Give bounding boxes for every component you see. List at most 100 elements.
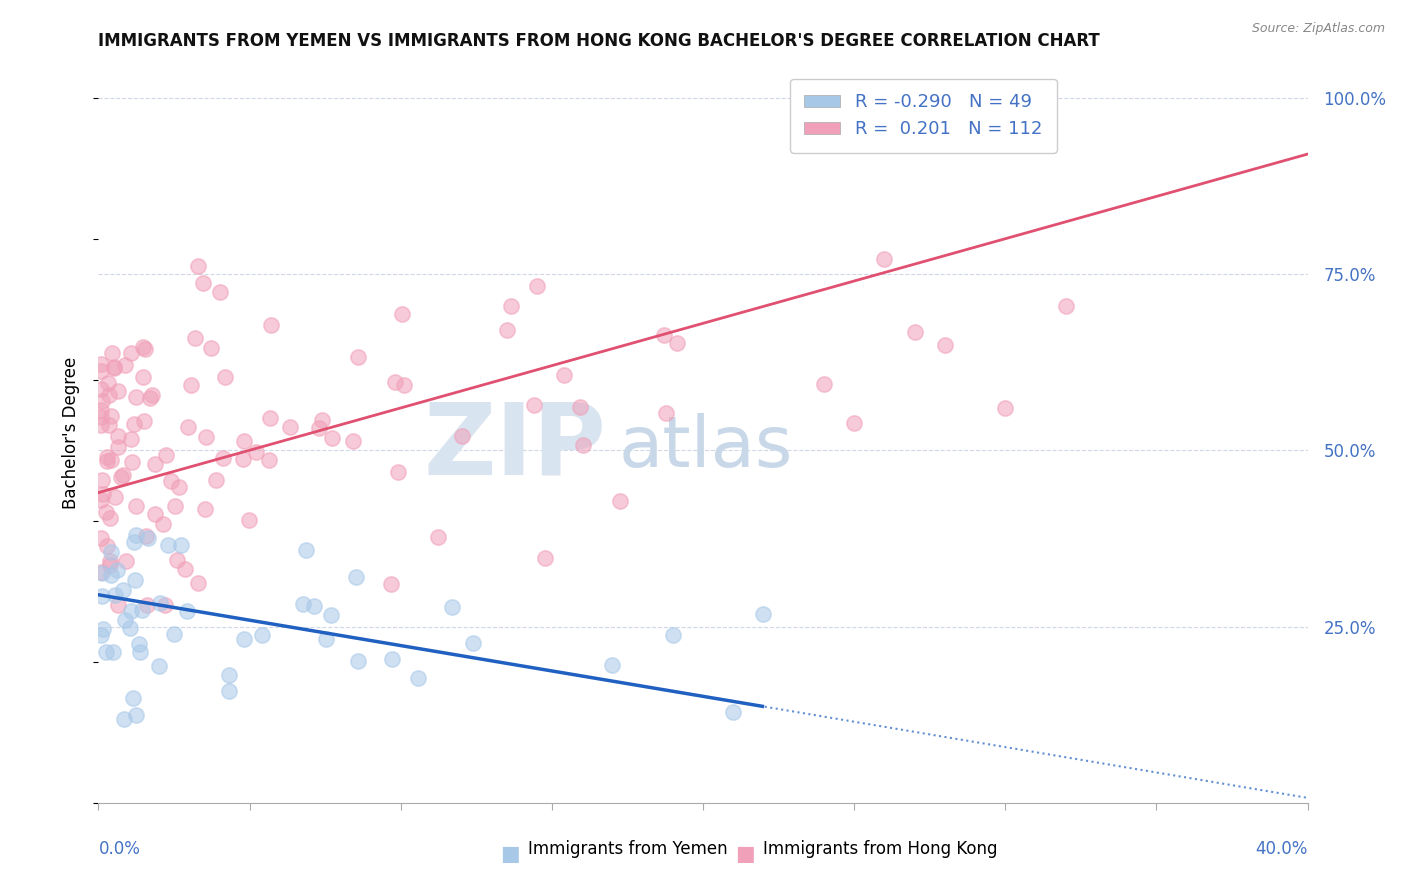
Point bbox=[232, 451, 254, 466]
Point bbox=[104, 490, 127, 504]
Point bbox=[654, 406, 676, 420]
Point bbox=[994, 401, 1017, 416]
Point bbox=[652, 328, 675, 343]
Point bbox=[176, 420, 198, 434]
Point bbox=[138, 531, 160, 545]
Point bbox=[91, 487, 114, 501]
Point bbox=[304, 599, 326, 614]
Point bbox=[96, 539, 118, 553]
Point bbox=[120, 346, 142, 360]
Point bbox=[91, 566, 114, 581]
Point bbox=[666, 336, 689, 351]
Point bbox=[139, 391, 162, 405]
Point bbox=[100, 345, 122, 359]
Point bbox=[394, 377, 416, 392]
Point bbox=[257, 452, 280, 467]
Point bbox=[124, 574, 146, 588]
Point bbox=[233, 632, 256, 646]
Point bbox=[406, 671, 429, 685]
Text: 0.0%: 0.0% bbox=[98, 840, 141, 858]
Point bbox=[496, 322, 519, 336]
Point bbox=[526, 278, 548, 293]
Point bbox=[100, 453, 122, 467]
Point bbox=[122, 417, 145, 431]
Point bbox=[165, 500, 187, 514]
Point bbox=[568, 400, 591, 414]
Point bbox=[291, 597, 314, 611]
Point bbox=[184, 331, 207, 345]
Point bbox=[125, 499, 148, 513]
Point bbox=[1054, 299, 1077, 313]
Point bbox=[90, 565, 112, 579]
Point bbox=[114, 359, 136, 373]
Point bbox=[238, 513, 260, 527]
Point bbox=[100, 545, 122, 559]
Point bbox=[609, 493, 631, 508]
Point bbox=[391, 307, 413, 321]
Point bbox=[125, 528, 148, 542]
Point bbox=[134, 342, 156, 356]
Point bbox=[451, 429, 474, 443]
Point bbox=[533, 551, 555, 566]
Point bbox=[191, 276, 214, 290]
Point bbox=[90, 382, 112, 396]
Point bbox=[134, 413, 156, 427]
Point bbox=[124, 390, 146, 404]
Point bbox=[176, 604, 198, 618]
Point bbox=[97, 376, 120, 390]
Point bbox=[200, 341, 222, 355]
Point bbox=[96, 453, 118, 467]
Point bbox=[166, 553, 188, 567]
Point bbox=[90, 493, 112, 508]
Point bbox=[121, 455, 143, 469]
Point bbox=[112, 583, 135, 598]
Point bbox=[90, 531, 112, 545]
Point bbox=[159, 474, 181, 488]
Point bbox=[173, 562, 195, 576]
Point bbox=[131, 603, 153, 617]
Point bbox=[194, 502, 217, 516]
Point bbox=[100, 568, 122, 582]
Point bbox=[98, 510, 121, 524]
Point bbox=[934, 338, 956, 352]
Point bbox=[163, 627, 186, 641]
Point bbox=[148, 659, 170, 673]
Point bbox=[347, 350, 370, 364]
Point bbox=[91, 474, 114, 488]
Point bbox=[128, 637, 150, 651]
Point bbox=[141, 388, 163, 402]
Point bbox=[440, 600, 463, 615]
Point bbox=[120, 432, 142, 446]
Point bbox=[91, 623, 114, 637]
Point bbox=[387, 465, 409, 479]
Point bbox=[110, 470, 132, 484]
Text: atlas: atlas bbox=[619, 413, 793, 482]
Point bbox=[107, 599, 129, 613]
Point bbox=[149, 597, 172, 611]
Point bbox=[152, 516, 174, 531]
Text: IMMIGRANTS FROM YEMEN VS IMMIGRANTS FROM HONG KONG BACHELOR'S DEGREE CORRELATION: IMMIGRANTS FROM YEMEN VS IMMIGRANTS FROM… bbox=[98, 32, 1099, 50]
Point bbox=[233, 434, 256, 448]
Text: ZIP: ZIP bbox=[423, 399, 606, 496]
Point bbox=[813, 376, 835, 391]
Point bbox=[96, 450, 118, 465]
Point bbox=[212, 450, 235, 465]
Point bbox=[122, 535, 145, 549]
Point bbox=[107, 440, 129, 454]
Point bbox=[135, 599, 157, 613]
Point bbox=[107, 384, 129, 398]
Point bbox=[98, 418, 121, 433]
Y-axis label: Bachelor's Degree: Bachelor's Degree bbox=[62, 357, 80, 508]
Point bbox=[114, 613, 136, 627]
Point bbox=[250, 628, 273, 642]
Point bbox=[260, 318, 283, 333]
Point bbox=[844, 417, 866, 431]
Point bbox=[218, 668, 240, 682]
Point bbox=[103, 361, 125, 376]
Point bbox=[104, 588, 127, 602]
Point bbox=[132, 370, 155, 384]
Text: 40.0%: 40.0% bbox=[1256, 840, 1308, 858]
Point bbox=[245, 445, 267, 459]
Point bbox=[90, 402, 112, 417]
Point bbox=[208, 285, 231, 299]
